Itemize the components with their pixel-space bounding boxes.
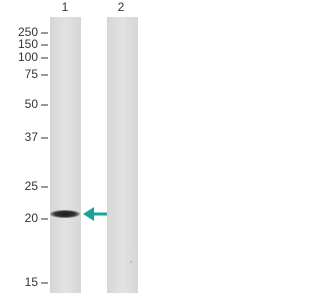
marker-label: 50 [25,97,39,111]
marker-label: 100 [18,50,38,64]
speck [130,261,132,263]
lane-label: 1 [62,0,69,14]
marker-label: 37 [25,130,39,144]
marker-label: 20 [25,211,39,225]
marker-label: 250 [18,25,38,39]
lane-1 [50,17,81,293]
lane-label: 2 [118,0,125,14]
lane-2 [107,17,138,293]
marker-label: 25 [25,179,39,193]
band [50,210,80,218]
arrow [83,207,107,221]
marker-label: 150 [18,37,38,51]
marker-label: 15 [25,275,39,289]
marker-label: 75 [25,67,39,81]
